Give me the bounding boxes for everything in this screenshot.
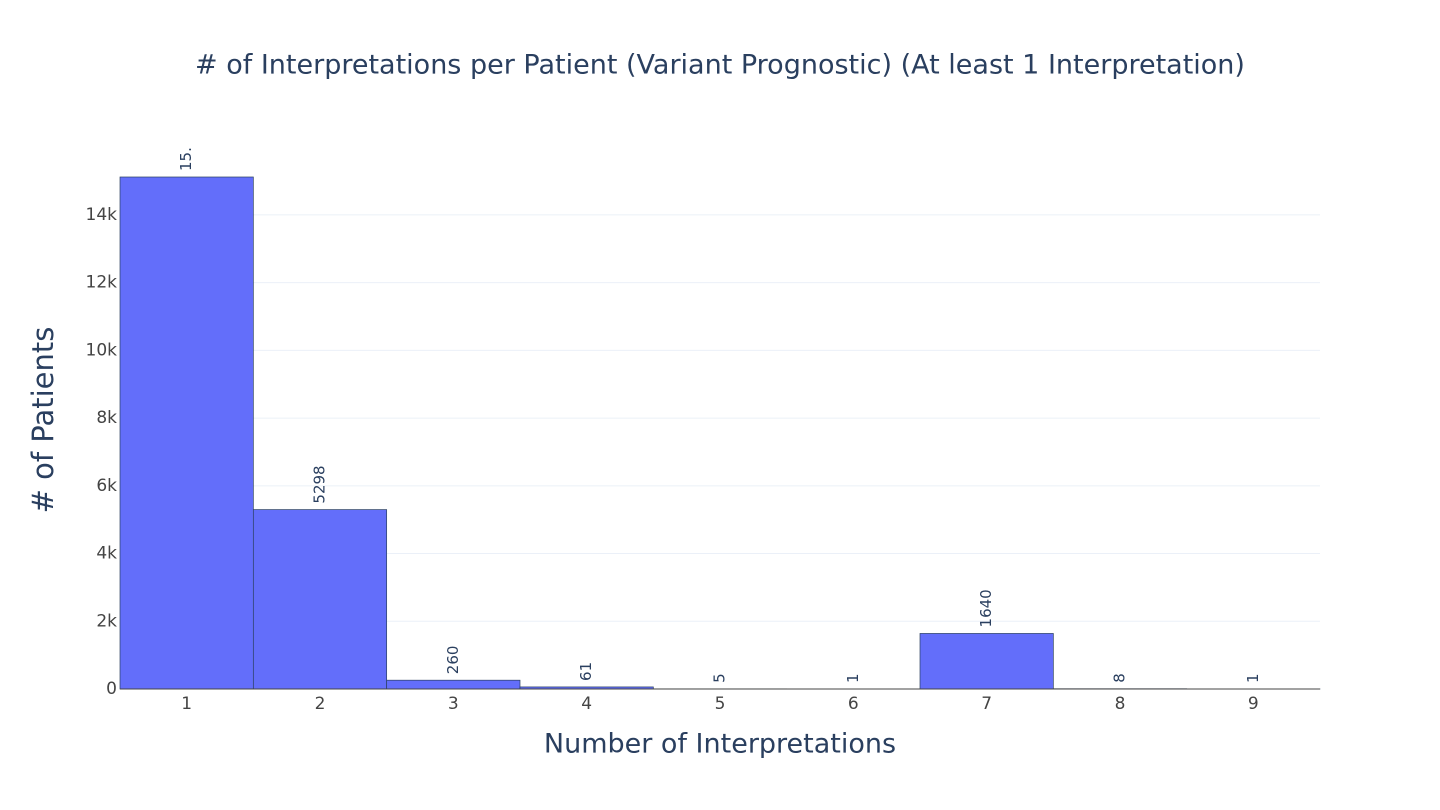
data-label: 1 <box>844 673 862 683</box>
y-tick-label: 14k <box>86 205 118 225</box>
data-label: 8 <box>1111 673 1129 683</box>
x-tick-label: 7 <box>981 694 992 714</box>
bar <box>919 633 1054 690</box>
data-label: 61 <box>577 662 595 681</box>
chart-title: # of Interpretations per Patient (Varian… <box>195 50 1245 81</box>
y-tick-label: 6k <box>96 476 117 496</box>
x-tick-label: 9 <box>1248 694 1259 714</box>
data-label: 260 <box>444 646 462 675</box>
x-tick-label: 3 <box>448 694 459 714</box>
y-tick-label: 12k <box>86 273 118 293</box>
x-tick-label: 5 <box>715 694 726 714</box>
bar <box>119 176 254 690</box>
x-tick-label: 6 <box>848 694 859 714</box>
x-tick-label: 8 <box>1115 694 1126 714</box>
data-label: 1640 <box>977 589 995 627</box>
data-label: 5 <box>711 673 729 683</box>
y-tick-label: 10k <box>86 340 118 360</box>
x-axis-title: Number of Interpretations <box>544 729 896 760</box>
y-tick-label: 2k <box>96 611 117 631</box>
data-label: 15. <box>177 147 195 171</box>
bar <box>386 679 521 690</box>
bar <box>252 509 388 690</box>
data-label: 5298 <box>311 465 329 503</box>
x-tick-label: 1 <box>181 694 192 714</box>
y-axis-title: # of Patients <box>26 327 60 514</box>
y-tick-label: 8k <box>96 408 117 428</box>
y-tick-label: 0 <box>106 679 117 699</box>
y-tick-label: 4k <box>96 544 117 564</box>
x-tick-label: 4 <box>581 694 592 714</box>
x-tick-label: 2 <box>315 694 326 714</box>
data-label: 1 <box>1244 673 1262 683</box>
